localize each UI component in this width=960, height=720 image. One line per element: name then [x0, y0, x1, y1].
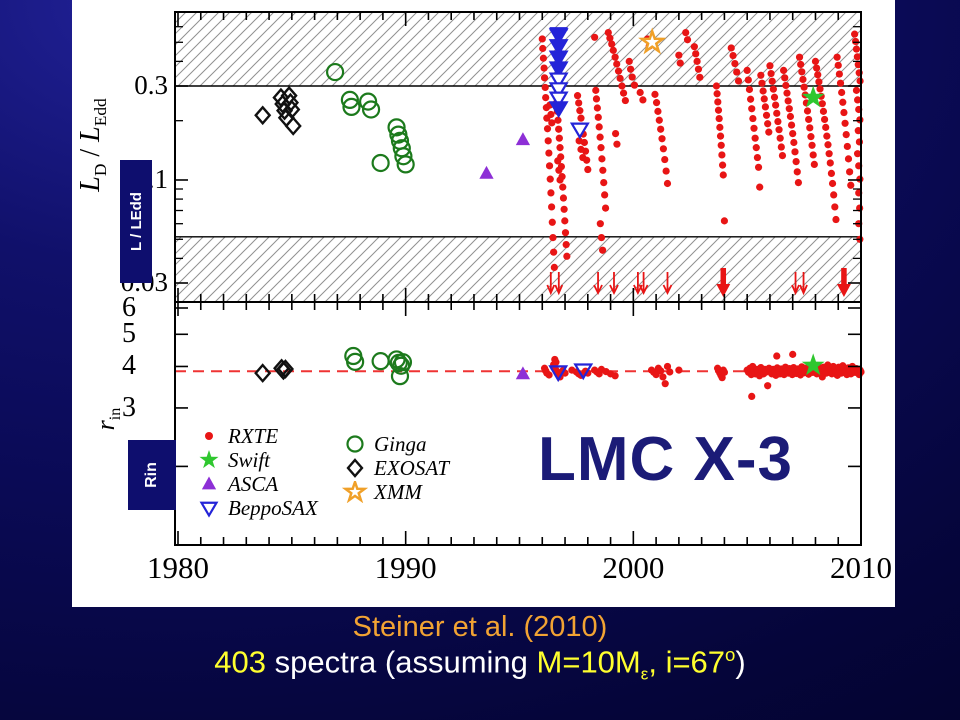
- legend-column-1: RXTE Swift ASCA BeppoSAX: [196, 424, 318, 520]
- tri-up-icon: [201, 476, 217, 490]
- legend-item-xmm: XMM: [342, 480, 449, 504]
- top-y-tick-label-0.3: 0.3: [134, 70, 168, 100]
- x-tick-label-2010: 2010: [830, 550, 892, 585]
- overlay-box-ledd-label: L / LEdd: [127, 192, 145, 251]
- circle-open-icon: [346, 435, 364, 453]
- legend-item-rxte: RXTE: [196, 424, 318, 448]
- caption-part: , i=67: [648, 644, 726, 680]
- star-filled-icon: [199, 450, 219, 469]
- legend-column-2: Ginga EXOSAT XMM: [342, 432, 449, 504]
- overlay-box-rin: Rin: [128, 440, 176, 510]
- bottom-y-tick-label-6: 6: [122, 292, 136, 323]
- bottom-y-tick-label-4: 4: [122, 350, 136, 382]
- legend-item-ginga: Ginga: [342, 432, 449, 456]
- legend-label: ASCA: [228, 471, 279, 496]
- x-tick-label-2000: 2000: [602, 550, 665, 585]
- tri-up-glyph: [201, 476, 217, 490]
- legend-label: Swift: [228, 447, 271, 472]
- caption-part: 403: [214, 644, 267, 680]
- legend-item-asca: ASCA: [196, 472, 318, 496]
- caption-spectra: 403 spectra (assuming M=10Mε, i=67o): [0, 644, 960, 684]
- diamond-open-glyph: [346, 458, 364, 478]
- legend-item-bepposax: BeppoSAX: [196, 496, 318, 520]
- legend-label: XMM: [374, 479, 422, 504]
- caption-part: ): [735, 644, 746, 680]
- dot-icon: [205, 432, 213, 440]
- legend-item-exosat: EXOSAT: [342, 456, 449, 480]
- overlay-box-rin-label: Rin: [143, 462, 160, 488]
- caption-part: spectra (assuming: [266, 644, 537, 680]
- caption-citation: Steiner et al. (2010): [352, 611, 608, 643]
- x-tick-label-1980: 1980: [147, 550, 209, 585]
- tri-down-open-glyph: [199, 501, 219, 518]
- circle-open-glyph: [346, 435, 364, 453]
- caption-part: M=10M: [536, 644, 641, 680]
- star-filled-glyph: [199, 450, 219, 469]
- overlay-box-ledd: L / LEdd: [120, 160, 152, 283]
- x-tick-label-1990: 1990: [374, 550, 437, 585]
- legend-label: EXOSAT: [374, 455, 450, 480]
- legend-item-swift: Swift: [196, 448, 318, 472]
- caption-part: o: [725, 644, 736, 665]
- star-open-glyph: [342, 481, 368, 503]
- legend-label: Ginga: [374, 431, 427, 456]
- source-name-title: LMC X-3: [538, 425, 793, 494]
- legend-label: RXTE: [228, 423, 279, 448]
- dot-glyph: [205, 432, 213, 440]
- bottom-y-tick-label-5: 5: [122, 318, 136, 350]
- star-open-icon: [342, 481, 368, 503]
- tri-down-open-icon: [199, 501, 219, 518]
- bottom-y-tick-label-3: 3: [122, 391, 136, 423]
- diamond-open-icon: [346, 458, 364, 478]
- legend-label: BeppoSAX: [228, 495, 318, 520]
- caption-part: ε: [640, 664, 649, 684]
